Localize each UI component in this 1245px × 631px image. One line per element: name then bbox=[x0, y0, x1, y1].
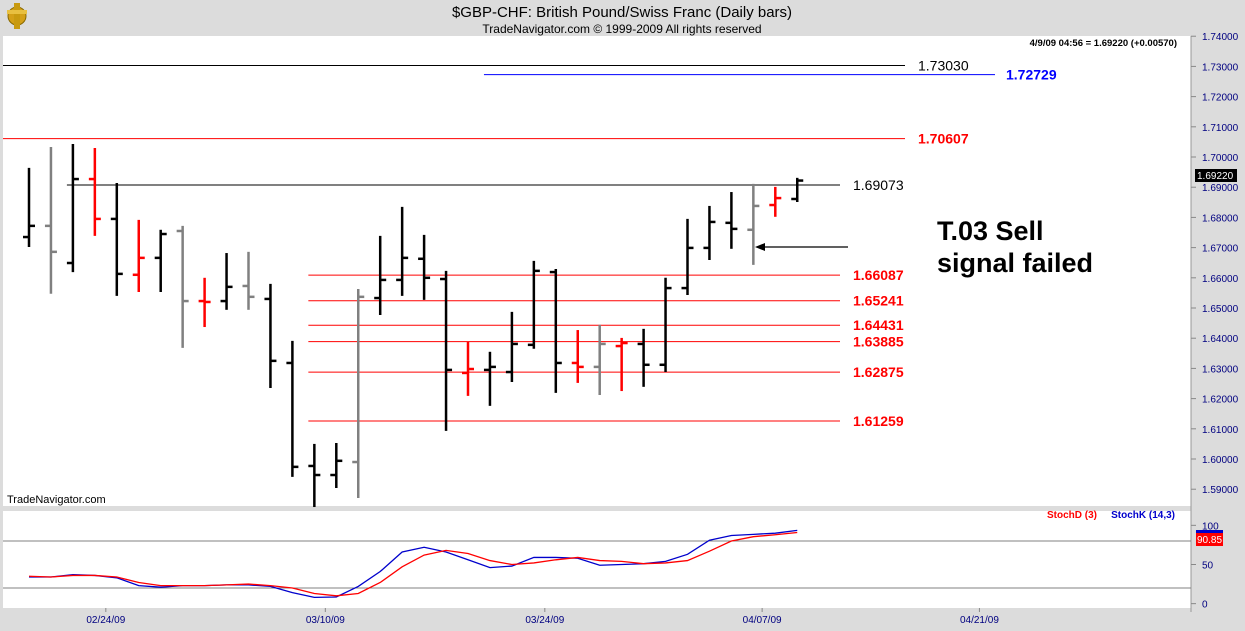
price-bars bbox=[23, 144, 804, 508]
x-tick-label: 04/07/09 bbox=[743, 615, 782, 626]
price-levels: 1.73030 1.72729 1.70607 1.69073 1.66087 1.652… bbox=[3, 57, 1057, 429]
price-level-label: 1.73030 bbox=[918, 57, 969, 73]
y-tick-label: 1.70000 bbox=[1202, 153, 1239, 164]
ohlc-bar bbox=[681, 218, 694, 296]
ohlc-bar bbox=[220, 253, 233, 310]
stoch-d-value-box bbox=[1196, 533, 1223, 546]
y-tick-label: 1.67000 bbox=[1202, 244, 1239, 255]
price-level-label: 1.65241 bbox=[853, 293, 904, 309]
stochastic-panel bbox=[3, 511, 1191, 608]
x-tick-label: 03/10/09 bbox=[306, 615, 345, 626]
ohlc-bar bbox=[637, 328, 650, 387]
ohlc-bar bbox=[286, 340, 299, 477]
ohlc-bar bbox=[769, 186, 782, 217]
ohlc-bar bbox=[154, 229, 167, 292]
ohlc-bar bbox=[483, 351, 496, 406]
price-level-label: 1.64431 bbox=[853, 317, 904, 333]
ohlc-bar bbox=[593, 324, 606, 395]
ohlc-bar bbox=[23, 167, 35, 248]
date-axis: 02/24/09 03/10/09 03/24/09 04/07/09 04/21/09 bbox=[86, 608, 999, 626]
ohlc-bar bbox=[505, 311, 518, 382]
trade-navigator-logo-icon bbox=[7, 3, 27, 29]
y-tick-label: 1.62000 bbox=[1202, 395, 1239, 406]
stoch-k-legend: StochK (14,3) bbox=[1111, 510, 1175, 521]
y-tick-label: 1.68000 bbox=[1202, 213, 1239, 224]
ohlc-bar bbox=[440, 270, 453, 431]
ohlc-bar bbox=[549, 269, 562, 393]
ohlc-bar bbox=[308, 443, 321, 508]
stoch-y-tick-label: 100 bbox=[1202, 521, 1219, 532]
ohlc-bar bbox=[264, 283, 277, 389]
chart-title: $GBP-CHF: British Pound/Swiss Franc (Dai… bbox=[452, 4, 792, 21]
stoch-d-legend: StochD (3) bbox=[1047, 510, 1097, 521]
y-tick-label: 1.66000 bbox=[1202, 274, 1239, 285]
last-quote-text: 4/9/09 04:56 = 1.69220 (+0.00570) bbox=[1030, 38, 1177, 49]
price-panel bbox=[3, 36, 1191, 506]
price-level-label: 1.63885 bbox=[853, 334, 904, 350]
ohlc-bar bbox=[66, 144, 79, 273]
price-level-label: 1.61259 bbox=[853, 413, 904, 429]
stoch-d-value-label: 90.85 bbox=[1197, 535, 1222, 546]
ohlc-bar bbox=[615, 337, 628, 392]
y-tick-label: 1.65000 bbox=[1202, 304, 1239, 315]
ohlc-bar bbox=[659, 277, 672, 373]
ohlc-bar bbox=[176, 225, 189, 348]
y-tick-label: 1.63000 bbox=[1202, 364, 1239, 375]
ohlc-bar bbox=[396, 206, 409, 296]
y-tick-label: 1.73000 bbox=[1202, 62, 1239, 73]
y-tick-label: 1.69000 bbox=[1202, 183, 1239, 194]
ohlc-bar bbox=[242, 251, 255, 310]
ohlc-bar bbox=[462, 341, 474, 396]
price-level-label: 1.66087 bbox=[853, 267, 904, 283]
y-tick-label: 1.74000 bbox=[1202, 32, 1239, 43]
last-price-label: 1.69220 bbox=[1197, 171, 1234, 182]
annotation-line-1: T.03 Sell bbox=[937, 216, 1044, 246]
arrow-icon bbox=[755, 243, 848, 251]
ohlc-bar bbox=[352, 288, 365, 498]
price-axis: 1.59000 1.60000 1.61000 1.62000 1.63000 1.640… bbox=[1191, 32, 1239, 496]
ohlc-bar bbox=[791, 177, 804, 203]
y-tick-label: 1.61000 bbox=[1202, 425, 1239, 436]
ohlc-bar bbox=[110, 182, 123, 296]
annotation-line-2: signal failed bbox=[937, 248, 1093, 278]
stoch-line-stochk bbox=[29, 529, 798, 599]
ohlc-bar bbox=[418, 234, 431, 300]
y-tick-label: 1.64000 bbox=[1202, 334, 1239, 345]
x-tick-label: 04/21/09 bbox=[960, 615, 999, 626]
ohlc-bar bbox=[88, 147, 101, 236]
ohlc-bar bbox=[132, 219, 145, 292]
ohlc-bar bbox=[527, 260, 540, 349]
y-tick-label: 1.71000 bbox=[1202, 123, 1239, 134]
watermark-text: TradeNavigator.com bbox=[7, 494, 106, 506]
ohlc-bar bbox=[747, 183, 760, 265]
price-level-label: 1.69073 bbox=[853, 177, 904, 193]
y-tick-label: 1.72000 bbox=[1202, 93, 1239, 104]
last-price-box bbox=[1195, 169, 1237, 182]
copyright-text: TradeNavigator.com © 1999-2009 All right… bbox=[482, 22, 761, 36]
ohlc-bar bbox=[703, 205, 716, 260]
price-level-label: 1.62875 bbox=[853, 364, 904, 380]
ohlc-bar bbox=[725, 192, 738, 249]
stochastic-lines: 0 50 100 90.85 bbox=[3, 521, 1223, 611]
y-tick-label: 1.59000 bbox=[1202, 485, 1239, 496]
ohlc-bar bbox=[571, 330, 584, 383]
price-level-label: 1.72729 bbox=[1006, 67, 1057, 83]
stoch-k-value-box bbox=[1196, 530, 1223, 533]
x-tick-label: 02/24/09 bbox=[86, 615, 125, 626]
ohlc-bar bbox=[374, 235, 387, 315]
price-level-label: 1.70607 bbox=[918, 131, 969, 147]
stoch-y-tick-label: 50 bbox=[1202, 560, 1214, 571]
y-tick-label: 1.60000 bbox=[1202, 455, 1239, 466]
ohlc-bar bbox=[330, 442, 343, 488]
ohlc-bar bbox=[44, 147, 57, 294]
ohlc-bar bbox=[198, 277, 211, 328]
stoch-y-tick-label: 0 bbox=[1202, 600, 1208, 611]
stoch-line-stochd bbox=[28, 531, 798, 597]
x-tick-label: 03/24/09 bbox=[525, 615, 564, 626]
